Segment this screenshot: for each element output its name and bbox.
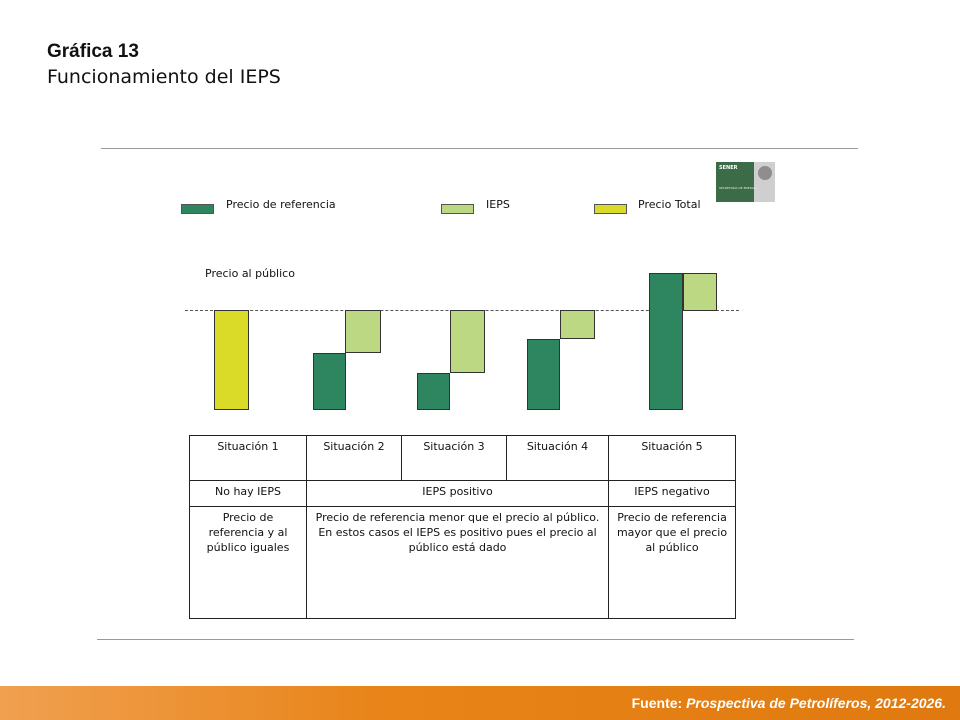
page-subtitle: Funcionamiento del IEPS [47, 66, 281, 88]
bar-s2-precio-referencia [313, 353, 346, 410]
cell-desc-s5: Precio de referencia mayor que el precio… [608, 506, 736, 619]
table-row: Precio de referencia y al público iguale… [189, 506, 736, 619]
legend-swatch-ieps [441, 204, 474, 214]
legend-label-ieps: IEPS [486, 198, 510, 211]
sener-logo: SENER SECRETARÍA DE ENERGÍA [716, 162, 775, 202]
header-situacion-4: Situación 4 [506, 435, 609, 481]
bar-s5-ieps [683, 273, 717, 311]
header-situacion-5: Situación 5 [608, 435, 736, 481]
bar-s5-precio-referencia [649, 273, 683, 410]
footer-source: Fuente: Prospectiva de Petrolíferos, 201… [632, 695, 946, 711]
legend-label-precio-referencia: Precio de referencia [226, 198, 336, 211]
cell-desc-s1: Precio de referencia y al público iguale… [189, 506, 307, 619]
seal-icon [758, 166, 772, 180]
bar-s3-precio-referencia [417, 373, 450, 410]
bar-s2-ieps [345, 310, 381, 353]
cell-no-hay-ieps: No hay IEPS [189, 480, 307, 507]
header-situacion-1: Situación 1 [189, 435, 307, 481]
bar-s3-ieps [450, 310, 485, 373]
cell-ieps-positivo: IEPS positivo [306, 480, 609, 507]
header-situacion-2: Situación 2 [306, 435, 402, 481]
legend-label-precio-total: Precio Total [638, 198, 701, 211]
footer-bar: Fuente: Prospectiva de Petrolíferos, 201… [0, 686, 960, 720]
table-row: No hay IEPS IEPS positivo IEPS negativo [189, 480, 736, 507]
logo-subtext: SECRETARÍA DE ENERGÍA [719, 186, 758, 190]
bar-s4-ieps [560, 310, 595, 339]
bar-s4-precio-referencia [527, 339, 560, 410]
footer-label: Fuente: [631, 695, 683, 711]
legend-swatch-precio-referencia [181, 204, 214, 214]
logo-text: SENER [719, 165, 738, 171]
table-header-row: Situación 1 Situación 2 Situación 3 Situ… [189, 435, 736, 481]
legend-swatch-precio-total [594, 204, 627, 214]
situations-table: Situación 1 Situación 2 Situación 3 Situ… [189, 435, 736, 619]
footer-source-text: Prospectiva de Petrolíferos, 2012-2026. [686, 695, 946, 711]
bottom-divider [97, 639, 854, 640]
cell-ieps-negativo: IEPS negativo [608, 480, 736, 507]
page-title: Gráfica 13 [47, 41, 139, 62]
precio-publico-label: Precio al público [205, 267, 295, 280]
title-block: Gráfica 13 Funcionamiento del IEPS [47, 40, 281, 90]
logo-panel [716, 162, 754, 202]
cell-desc-s2-s4: Precio de referencia menor que el precio… [306, 506, 609, 619]
top-divider [101, 148, 858, 149]
bar-s1-precio-total [214, 310, 249, 410]
header-situacion-3: Situación 3 [401, 435, 507, 481]
